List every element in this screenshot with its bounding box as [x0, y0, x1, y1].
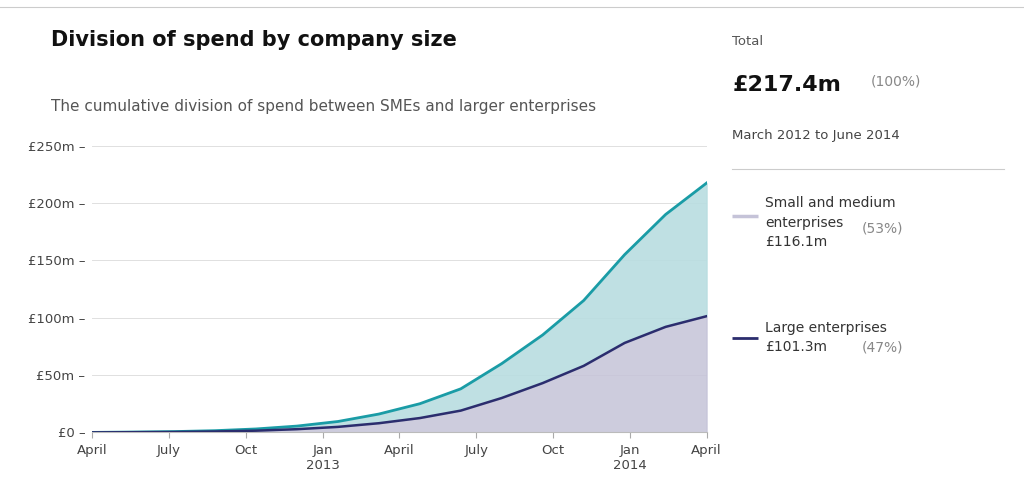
Text: The cumulative division of spend between SMEs and larger enterprises: The cumulative division of spend between… [51, 99, 596, 114]
Text: (53%): (53%) [862, 221, 904, 235]
Text: Division of spend by company size: Division of spend by company size [51, 30, 457, 50]
Text: Total: Total [732, 35, 763, 48]
Text: Large enterprises
£101.3m: Large enterprises £101.3m [765, 321, 887, 354]
Text: (47%): (47%) [862, 340, 904, 354]
Text: Small and medium
enterprises
£116.1m: Small and medium enterprises £116.1m [765, 196, 896, 249]
Text: (100%): (100%) [870, 75, 921, 88]
Text: March 2012 to June 2014: March 2012 to June 2014 [732, 129, 900, 142]
Text: £217.4m: £217.4m [732, 75, 841, 94]
